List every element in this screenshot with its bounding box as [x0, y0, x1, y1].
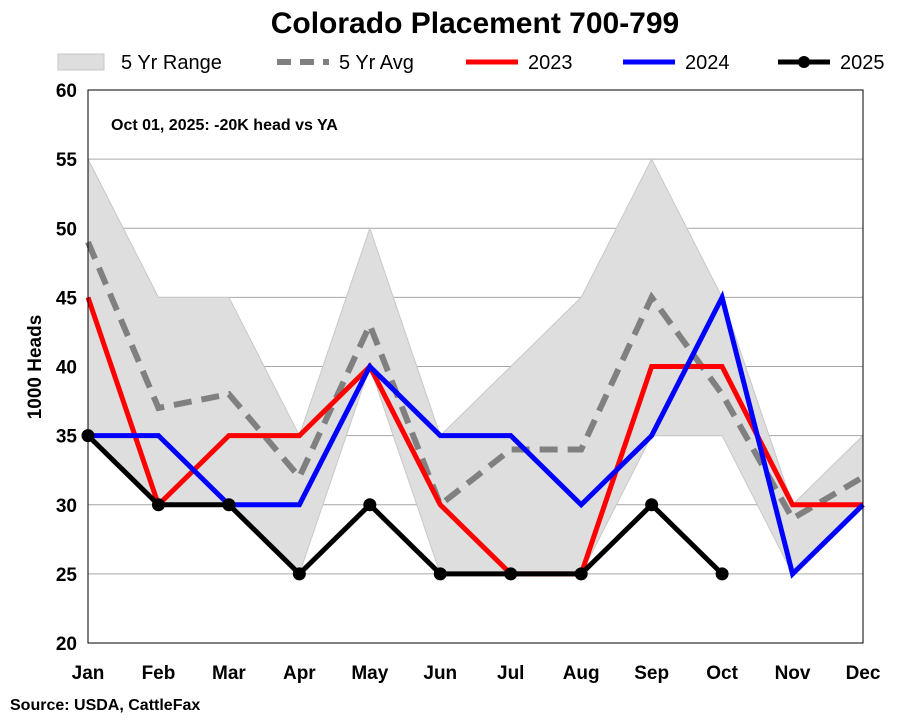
x-tick-label: Jul	[497, 663, 524, 684]
series-point-2025	[645, 498, 659, 512]
x-tick-label: May	[351, 663, 388, 684]
y-tick-label: 25	[56, 565, 78, 586]
legend-label: 5 Yr Range	[121, 52, 222, 74]
y-tick-label: 30	[56, 496, 77, 517]
y-tick-label: 40	[56, 358, 77, 379]
series-point-2025	[433, 567, 447, 581]
series-point-2025	[504, 567, 518, 581]
x-tick-label: Jan	[72, 663, 105, 684]
series-line-2023	[85, 296, 863, 577]
y-tick-label: 55	[56, 150, 78, 171]
legend-marker-2025	[798, 56, 810, 68]
x-tick-label: Nov	[775, 663, 811, 684]
plot-area	[81, 89, 865, 644]
x-tick-label: Apr	[283, 663, 316, 684]
legend-label: 2023	[528, 52, 573, 74]
x-tick-label: Dec	[846, 663, 881, 684]
x-tick-label: Feb	[142, 663, 176, 684]
x-tick-label: Jun	[423, 663, 457, 684]
series-point-2025	[292, 567, 306, 581]
series-line-2024	[88, 290, 865, 579]
series-point-2025	[363, 498, 377, 512]
legend-label: 2025	[840, 52, 885, 74]
y-tick-label: 60	[56, 81, 77, 102]
y-tick-label: 50	[56, 219, 77, 240]
series-point-2025	[574, 567, 588, 581]
legend-label: 2024	[685, 52, 730, 74]
series-line-2025	[86, 433, 724, 578]
y-axis-label: 1000 Heads	[25, 315, 46, 420]
legend-swatch-range	[57, 53, 105, 71]
series-point-2025	[715, 567, 729, 581]
x-tick-label: Mar	[212, 663, 246, 684]
series-point-2025	[222, 498, 236, 512]
plot-frame	[87, 89, 864, 644]
legend-item-2024: 2024	[623, 52, 730, 74]
series-lines	[81, 240, 865, 581]
series-line-5-yr-avg	[85, 240, 865, 523]
series-point-2025	[151, 498, 165, 512]
y-axis-ticks: 20 25 30 35 40 45 50 55 60	[56, 81, 78, 655]
x-tick-label: Oct	[706, 663, 738, 684]
legend-item-2025: 2025	[778, 52, 885, 74]
x-tick-label: Aug	[563, 663, 600, 684]
y-tick-label: 35	[56, 427, 78, 448]
legend: 5 Yr Range 5 Yr Avg 2023 2024 2025	[57, 52, 885, 74]
source-note: Source: USDA, CattleFax	[10, 697, 200, 714]
y-tick-label: 45	[56, 288, 78, 309]
legend-item-2023: 2023	[466, 52, 573, 74]
chart-title: Colorado Placement 700-799	[271, 7, 680, 40]
y-tick-label: 20	[56, 634, 77, 655]
legend-item-5-yr-range: 5 Yr Range	[57, 52, 222, 74]
x-tick-label: Sep	[634, 663, 669, 684]
x-axis-ticks: Jan Feb Mar Apr May Jun Jul Aug Sep Oct Nov Dec	[72, 663, 881, 684]
annotation: Oct 01, 2025: -20K head vs YA	[111, 117, 338, 134]
legend-label: 5 Yr Avg	[339, 52, 414, 74]
legend-item-5-yr-avg: 5 Yr Avg	[277, 52, 414, 74]
